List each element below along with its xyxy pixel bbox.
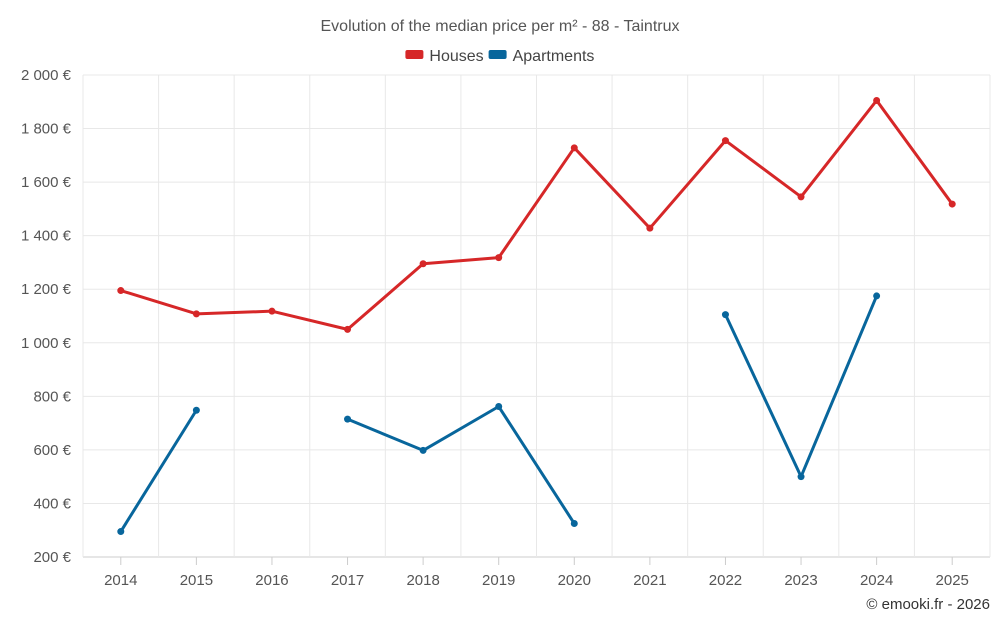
data-point[interactable] <box>344 325 352 333</box>
data-point[interactable] <box>419 446 427 454</box>
x-tick-label: 2024 <box>860 572 893 589</box>
data-point[interactable] <box>873 292 881 300</box>
series-line <box>119 408 198 534</box>
x-tick-label: 2014 <box>104 572 137 589</box>
x-tick-label: 2021 <box>633 572 666 589</box>
legend-swatch <box>405 50 424 59</box>
x-tick-label: 2025 <box>936 572 969 589</box>
data-point[interactable] <box>570 520 578 528</box>
y-tick-label: 1 800 € <box>21 121 72 138</box>
y-tick-label: 1 000 € <box>21 335 72 352</box>
y-tick-label: 1 200 € <box>21 281 72 298</box>
x-tick-label: 2018 <box>406 572 439 589</box>
series-group <box>117 96 956 536</box>
series-apartments <box>117 292 881 536</box>
data-point[interactable] <box>570 144 578 152</box>
series-line <box>119 98 954 331</box>
x-tick-label: 2022 <box>709 572 742 589</box>
data-point[interactable] <box>797 193 805 201</box>
grid <box>82 74 991 558</box>
x-tick-label: 2019 <box>482 572 515 589</box>
y-tick-label: 1 600 € <box>21 174 72 191</box>
x-tick-label: 2016 <box>255 572 288 589</box>
data-point[interactable] <box>495 403 503 411</box>
y-tick-label: 400 € <box>33 495 71 512</box>
data-point[interactable] <box>117 287 125 295</box>
data-point[interactable] <box>873 96 881 104</box>
credit-text: © emooki.fr - 2026 <box>866 596 990 613</box>
series-houses <box>117 96 956 333</box>
x-axis: 2014 2015 2016 2017 2018 2019 2020 2021 2022 2023… <box>104 557 969 589</box>
data-point[interactable] <box>344 415 352 423</box>
chart-title: Evolution of the median price per m² - 8… <box>321 18 680 35</box>
data-point[interactable] <box>721 311 729 319</box>
data-point[interactable] <box>192 406 200 414</box>
x-tick-label: 2023 <box>784 572 817 589</box>
y-tick-label: 2 000 € <box>21 67 72 84</box>
data-point[interactable] <box>495 254 503 262</box>
data-point[interactable] <box>721 137 729 145</box>
x-tick-label: 2015 <box>180 572 213 589</box>
y-tick-label: 800 € <box>33 388 71 405</box>
y-axis: 200 € 400 € 600 € 800 € 1 000 € 1 200 € 1 400 … <box>21 67 72 566</box>
legend: Houses Apartments <box>405 48 594 65</box>
data-point[interactable] <box>948 200 956 208</box>
data-point[interactable] <box>268 307 276 315</box>
legend-label: Houses <box>429 48 483 65</box>
data-point[interactable] <box>797 473 805 481</box>
legend-item-houses[interactable]: Houses <box>405 48 484 65</box>
data-point[interactable] <box>646 224 654 232</box>
legend-swatch <box>488 50 507 59</box>
x-tick-label: 2020 <box>558 572 591 589</box>
legend-label: Apartments <box>513 48 595 65</box>
legend-item-apartments[interactable]: Apartments <box>488 48 595 65</box>
y-tick-label: 1 400 € <box>21 228 72 245</box>
y-tick-label: 600 € <box>33 442 71 459</box>
x-tick-label: 2017 <box>331 572 364 589</box>
series-line <box>346 405 576 526</box>
data-point[interactable] <box>192 310 200 318</box>
data-point[interactable] <box>117 528 125 536</box>
data-point[interactable] <box>419 260 427 268</box>
y-tick-label: 200 € <box>33 549 71 566</box>
